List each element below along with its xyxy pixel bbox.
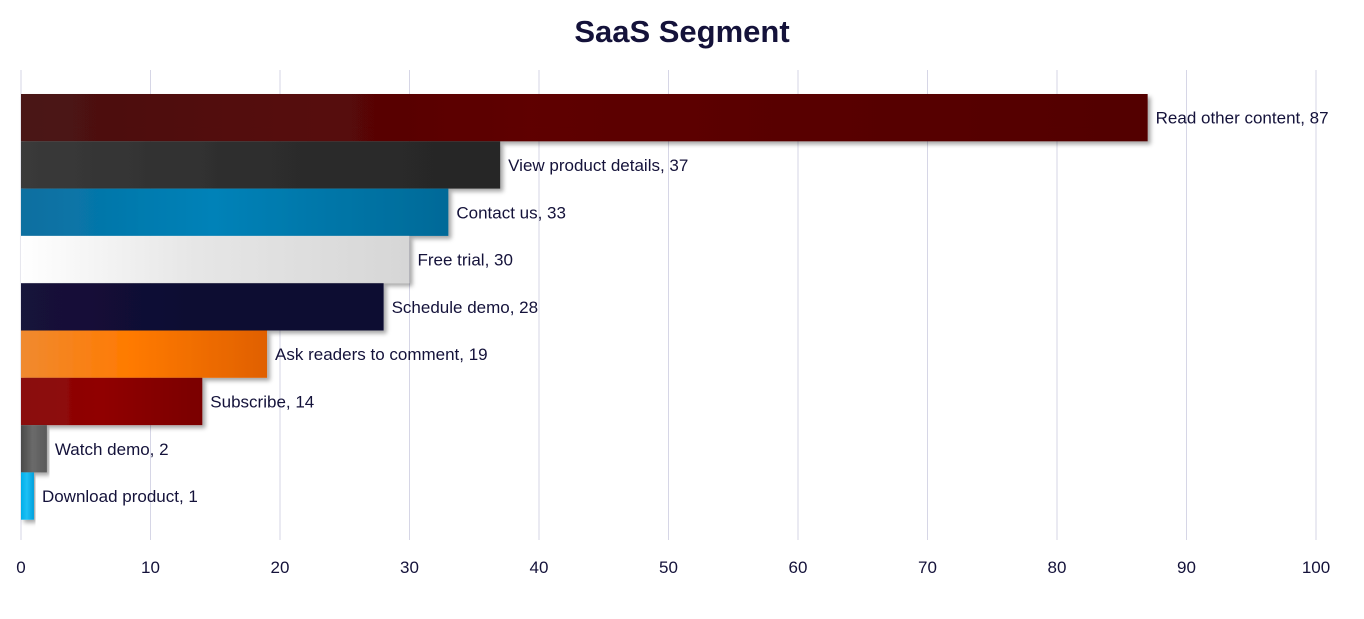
data-label: Free trial, 30: [418, 251, 513, 270]
bar-ask-readers-to-comment: [21, 330, 268, 378]
bar-schedule-demo: [21, 283, 384, 331]
data-label: Read other content, 87: [1156, 109, 1329, 128]
bar-view-product-details: [21, 141, 501, 189]
x-tick-label: 100: [1302, 558, 1330, 577]
data-label: Contact us, 33: [456, 203, 566, 222]
x-tick-label: 0: [16, 558, 25, 577]
x-axis-ticks: 0 10 20 30 40 50 60 70 80 90 100: [16, 558, 1330, 577]
data-label: View product details, 37: [508, 156, 688, 175]
bar-contact-us: [21, 188, 449, 236]
x-tick-label: 70: [918, 558, 937, 577]
data-label: Ask readers to comment, 19: [275, 345, 488, 364]
x-tick-label: 30: [400, 558, 419, 577]
chart-title: SaaS Segment: [574, 14, 790, 49]
x-tick-label: 50: [659, 558, 678, 577]
x-tick-label: 80: [1048, 558, 1067, 577]
data-label: Watch demo, 2: [55, 440, 169, 459]
x-tick-label: 10: [141, 558, 160, 577]
x-tick-label: 90: [1177, 558, 1196, 577]
bar-read-other-content: [21, 94, 1148, 142]
bar-download-product: [21, 472, 34, 520]
data-label: Subscribe, 14: [210, 392, 314, 411]
x-tick-label: 20: [271, 558, 290, 577]
bars: [21, 94, 1148, 520]
data-label: Download product, 1: [42, 487, 198, 506]
data-label: Schedule demo, 28: [392, 298, 538, 317]
bar-subscribe: [21, 377, 203, 426]
x-tick-label: 40: [530, 558, 549, 577]
data-labels: Read other content, 87 View product detai…: [42, 109, 1329, 506]
bar-watch-demo: [21, 425, 47, 473]
bar-free-trial: [21, 235, 410, 284]
x-tick-label: 60: [789, 558, 808, 577]
